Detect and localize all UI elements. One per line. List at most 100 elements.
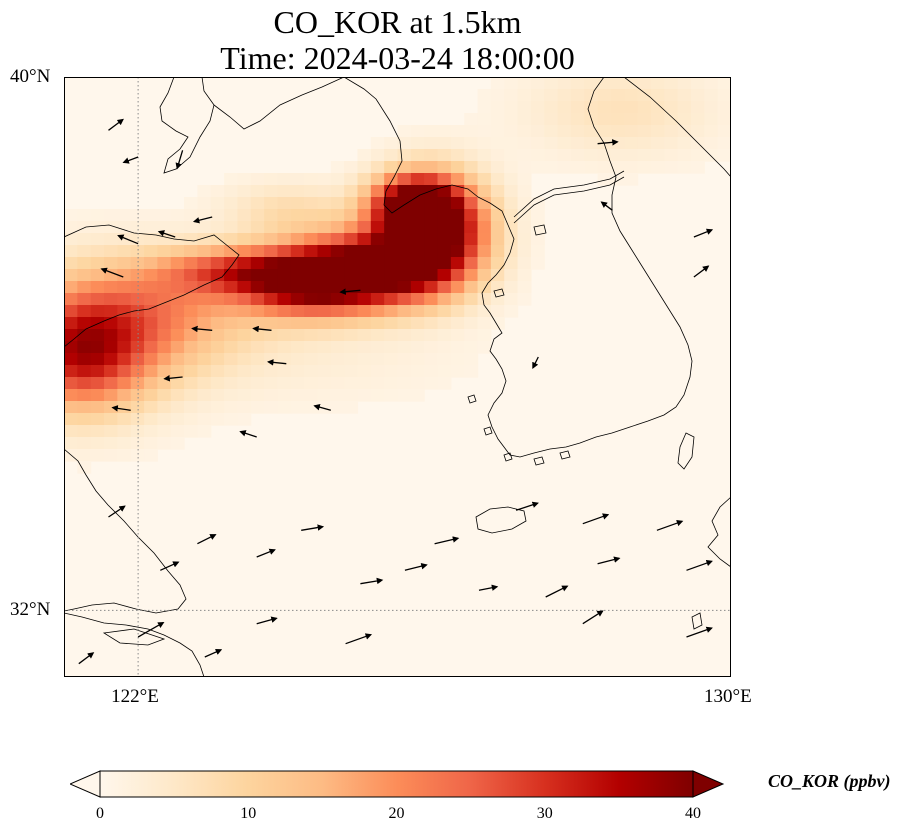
heatmap-cell: [90, 437, 105, 450]
heatmap-cell: [530, 101, 545, 114]
coastline-islet: [467, 394, 477, 404]
heatmap-cell: [477, 221, 492, 234]
heatmap-cell: [277, 245, 292, 258]
heatmap-cell: [317, 305, 332, 318]
heatmap-cell: [197, 293, 212, 306]
heatmap-cell: [624, 125, 639, 138]
heatmap-cell: [250, 377, 265, 390]
heatmap-cell: [410, 149, 425, 162]
heatmap-cell: [344, 233, 359, 246]
heatmap-cell: [130, 305, 145, 318]
coastline-islet: [533, 456, 545, 466]
heatmap-cell: [264, 245, 279, 258]
heatmap-cell: [597, 77, 612, 90]
heatmap-cell: [357, 173, 372, 186]
heatmap-cell: [504, 113, 519, 126]
heatmap-cell: [90, 245, 105, 258]
heatmap-cell: [237, 233, 252, 246]
heatmap-cell: [410, 389, 425, 402]
heatmap-cell: [490, 185, 505, 198]
heatmap-cell: [117, 221, 132, 234]
heatmap-cell: [264, 173, 279, 186]
heatmap-cell: [530, 113, 545, 126]
heatmap-cell: [397, 161, 412, 174]
heatmap-cell: [450, 233, 465, 246]
wind-arrow: [478, 584, 499, 591]
heatmap-cell: [90, 293, 105, 306]
heatmap-cell: [317, 293, 332, 306]
heatmap-cell: [104, 317, 118, 330]
heatmap-cell: [477, 113, 492, 126]
heatmap-cell: [570, 125, 585, 138]
heatmap-cell: [517, 221, 532, 234]
heatmap-cell: [584, 149, 599, 162]
heatmap-cell: [650, 125, 665, 138]
heatmap-cell: [344, 209, 359, 222]
heatmap-cell: [637, 137, 652, 150]
heatmap-cell: [317, 209, 332, 222]
heatmap-cell: [117, 329, 132, 342]
heatmap-cell: [90, 269, 105, 282]
heatmap-cell: [664, 113, 679, 126]
heatmap-cell: [130, 269, 145, 282]
heatmap-cell: [490, 101, 505, 114]
heatmap-cell: [277, 173, 292, 186]
heatmap-cell: [477, 233, 492, 246]
wind-arrow: [693, 228, 714, 238]
heatmap-cell: [424, 317, 439, 330]
heatmap-cell: [344, 305, 359, 318]
heatmap-cell: [317, 221, 332, 234]
heatmap-cell: [610, 77, 625, 90]
heatmap-cell: [717, 149, 731, 162]
heatmap-cell: [290, 185, 305, 198]
heatmap-cell: [544, 101, 559, 114]
heatmap-cell: [104, 365, 118, 378]
heatmap-cell: [317, 329, 332, 342]
heatmap-cell: [224, 317, 239, 330]
heatmap-cell: [437, 161, 452, 174]
heatmap-cell: [250, 293, 265, 306]
heatmap-cell: [170, 245, 185, 258]
heatmap-cell: [517, 89, 532, 102]
heatmap-cell: [197, 281, 212, 294]
heatmap-cell: [464, 221, 479, 234]
heatmap-cell: [237, 173, 252, 186]
border-line: [513, 176, 625, 224]
heatmap-cell: [357, 365, 372, 378]
heatmap-cell: [330, 389, 345, 402]
heatmap-cell: [157, 269, 172, 282]
heatmap-cell: [637, 125, 652, 138]
coastline-chongming-island: [102, 628, 166, 646]
heatmap-cell: [677, 101, 692, 114]
heatmap-cell: [424, 197, 439, 210]
heatmap-cell: [197, 401, 212, 414]
heatmap-cell: [450, 269, 465, 282]
heatmap-cell: [157, 413, 172, 426]
wind-arrow: [160, 561, 180, 571]
heatmap-cell: [517, 293, 532, 306]
wind-arrow: [686, 626, 713, 638]
heatmap-cell: [464, 233, 479, 246]
heatmap-cell: [144, 305, 158, 318]
heatmap-cell: [424, 125, 439, 138]
heatmap-cell: [424, 137, 439, 150]
heatmap-cell: [477, 137, 492, 150]
heatmap-cell: [490, 149, 505, 162]
heatmap-cell: [64, 365, 78, 378]
heatmap-cell: [237, 377, 252, 390]
heatmap-cell: [104, 281, 118, 294]
colorbar-tick: 40: [685, 805, 701, 822]
heatmap-cell: [104, 293, 118, 306]
heatmap-cell: [304, 341, 319, 354]
heatmap-cell: [370, 197, 385, 210]
heatmap-cell: [424, 149, 439, 162]
heatmap-cell: [344, 245, 359, 258]
heatmap-cell: [490, 113, 505, 126]
heatmap-cell: [224, 257, 239, 270]
heatmap-cell: [90, 365, 105, 378]
heatmap-cell: [224, 221, 239, 234]
heatmap-cell: [664, 125, 679, 138]
heatmap-cell: [210, 197, 225, 210]
heatmap-cell: [170, 437, 185, 450]
heatmap-cell: [344, 293, 359, 306]
